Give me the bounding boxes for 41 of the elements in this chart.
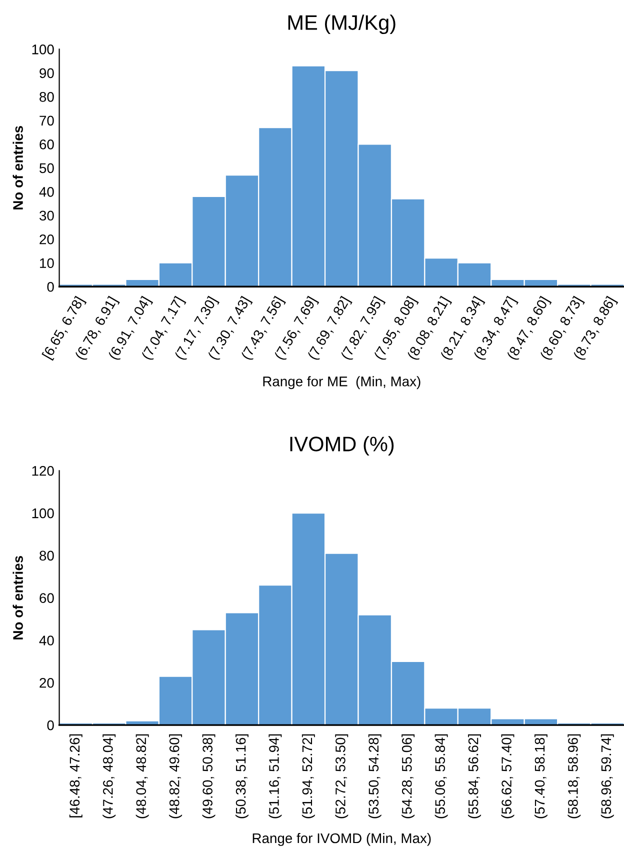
- y-tick-label: 0: [47, 720, 54, 730]
- y-tick-label: 90: [40, 68, 54, 78]
- x-axis-title: Range for IVOMD (Min, Max): [252, 832, 431, 846]
- x-tick-label: [46.48, 47.26]: [69, 734, 82, 818]
- x-tick-label: (50.38, 51.16]: [236, 734, 248, 818]
- x-axis-title: Range for ME (Min, Max): [263, 376, 420, 390]
- y-axis-title: No of entries: [12, 126, 23, 210]
- y-tick-label: 100: [32, 508, 54, 518]
- x-tick-label: (58.96, 59.74]: [600, 734, 614, 818]
- y-tick-label: 60: [40, 139, 54, 150]
- y-tick-label: 0: [47, 282, 54, 292]
- y-tick-label: 40: [39, 186, 54, 197]
- y-tick-label: 60: [40, 593, 54, 604]
- x-tick-label: (57.40, 58.18]: [534, 734, 548, 818]
- x-tick-label: (49.60, 50.38]: [202, 734, 216, 818]
- x-tick-label: (52.72, 53.50]: [335, 734, 348, 818]
- y-tick-label: 20: [40, 678, 54, 688]
- y-tick-label: 70: [40, 116, 54, 126]
- y-axis-title: No of entries: [12, 556, 23, 640]
- y-tick-label: 50: [40, 163, 54, 174]
- y-tick-label: 20: [40, 234, 54, 244]
- x-tick-label: (53.50, 54.28]: [368, 734, 382, 818]
- x-tick-label: (48.82, 49.60]: [169, 734, 182, 818]
- y-tick-label: 120: [32, 466, 54, 476]
- x-tick-label: (51.16, 51.94]: [268, 734, 282, 818]
- chart-title: IVOMD (%): [290, 436, 394, 456]
- y-tick-label: 100: [32, 44, 54, 54]
- y-tick-label: 80: [40, 550, 54, 561]
- x-tick-label: (51.94, 52.72]: [302, 734, 315, 818]
- y-tick-label: 80: [40, 92, 54, 102]
- x-tick-label: (54.28, 55.06]: [402, 734, 415, 818]
- x-tick-label: (48.04, 48.82]: [136, 734, 149, 818]
- x-tick-label: (47.26, 48.04]: [102, 734, 116, 818]
- y-tick-label: 10: [40, 258, 54, 268]
- chart-title: ME (MJ/Kg): [288, 14, 396, 34]
- x-tick-label: (56.62, 57.40]: [501, 734, 514, 818]
- x-tick-label: (55.84, 56.62]: [468, 734, 481, 818]
- y-tick-label: 30: [40, 210, 54, 221]
- y-tick-label: 40: [39, 636, 54, 646]
- x-tick-label: (55.06, 55.84]: [434, 734, 448, 818]
- x-tick-label: (58.18, 58.96]: [568, 734, 581, 818]
